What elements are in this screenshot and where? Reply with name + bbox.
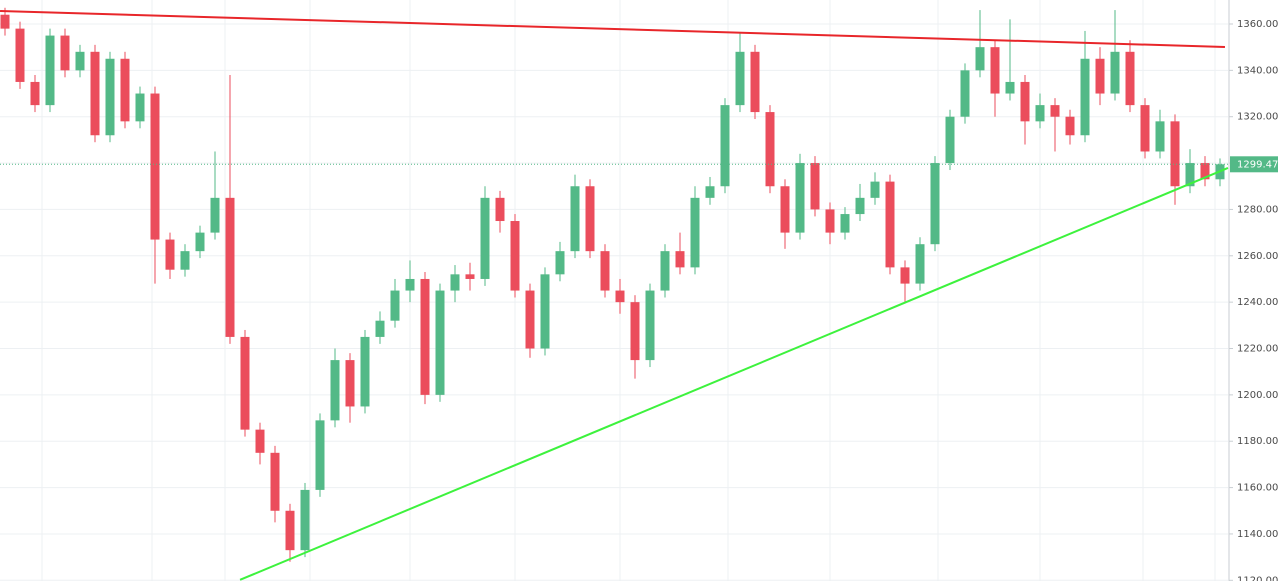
candle-body xyxy=(225,197,235,337)
candle-body xyxy=(855,197,865,215)
candle-body xyxy=(1125,51,1135,106)
candle-body xyxy=(900,267,910,284)
vertical-grid xyxy=(41,0,1216,581)
candle-body xyxy=(270,452,280,511)
candle-body xyxy=(750,51,760,113)
candle-body xyxy=(45,35,55,106)
candle-body xyxy=(240,336,250,430)
candle-body xyxy=(165,239,175,270)
y-tick-label: 1180.00 xyxy=(1237,436,1278,447)
candle-body xyxy=(390,290,400,321)
candle-body xyxy=(135,93,145,122)
candle-body xyxy=(570,186,580,252)
candle-body xyxy=(825,209,835,233)
candle-body xyxy=(975,47,985,71)
candle-body xyxy=(945,116,955,164)
candle-body xyxy=(405,278,415,291)
candle-body xyxy=(300,489,310,551)
candle-body xyxy=(1155,121,1165,152)
candle-body xyxy=(255,429,265,453)
candle-body xyxy=(615,290,625,303)
y-tick-label: 1360.00 xyxy=(1237,19,1278,30)
candle-body xyxy=(720,105,730,187)
candle-body xyxy=(525,290,535,349)
candle-body xyxy=(420,278,430,395)
candle-body xyxy=(810,163,820,210)
trend-line xyxy=(239,167,1229,581)
candle-body xyxy=(75,51,85,71)
candle-body xyxy=(345,360,355,407)
y-tick-label: 1340.00 xyxy=(1237,65,1278,76)
candle-body xyxy=(330,360,340,421)
y-tick-label: 1140.00 xyxy=(1237,529,1278,540)
candle-body xyxy=(15,28,25,82)
candle-body xyxy=(0,14,10,29)
candle-body xyxy=(1005,81,1015,94)
candle-body xyxy=(690,197,700,268)
candle-body xyxy=(285,510,295,551)
candle-body xyxy=(180,251,190,270)
y-tick-label: 1220.00 xyxy=(1237,344,1278,355)
candle-body xyxy=(585,186,595,252)
candle-body xyxy=(60,35,70,71)
candle-body xyxy=(30,81,40,106)
candle-body xyxy=(195,232,205,252)
y-tick-label: 1160.00 xyxy=(1237,483,1278,494)
candle-body xyxy=(210,197,220,233)
candle-body xyxy=(510,221,520,291)
candle-body xyxy=(450,274,460,291)
candle-body xyxy=(660,251,670,291)
candle-body xyxy=(885,181,895,268)
y-tick-label: 1200.00 xyxy=(1237,390,1278,401)
candle-body xyxy=(555,251,565,275)
candle-body xyxy=(495,197,505,222)
candle-body xyxy=(930,163,940,245)
candle-body xyxy=(675,251,685,268)
price-label-box xyxy=(1230,156,1278,173)
candle-body xyxy=(840,214,850,233)
candle-body xyxy=(795,163,805,233)
candle-body xyxy=(1080,58,1090,136)
candle-body xyxy=(705,186,715,198)
candle-body xyxy=(780,186,790,233)
candle-body xyxy=(360,336,370,407)
candle-body xyxy=(435,290,445,395)
candle-body xyxy=(765,112,775,187)
candle-body xyxy=(600,251,610,291)
candle-body xyxy=(90,51,100,136)
candle-body xyxy=(1185,163,1195,187)
y-tick-label: 1320.00 xyxy=(1237,112,1278,123)
y-tick-label: 1120.00 xyxy=(1237,575,1278,581)
price-label: 1299.47 xyxy=(1237,159,1278,170)
candle-body xyxy=(375,320,385,337)
candle-body xyxy=(735,51,745,106)
candle-body xyxy=(1065,116,1075,136)
candle-body xyxy=(480,197,490,279)
candle-body xyxy=(150,93,160,240)
candle-body xyxy=(465,274,475,279)
candle-body xyxy=(1020,81,1030,122)
candle-body xyxy=(120,58,130,122)
candle-body xyxy=(1035,105,1045,122)
candle-body xyxy=(1050,105,1060,117)
trend-line xyxy=(0,10,1225,48)
candle-body xyxy=(645,290,655,361)
candle-body xyxy=(540,274,550,349)
candle-body xyxy=(990,47,1000,94)
candle-body xyxy=(1170,121,1180,187)
candle-body xyxy=(915,244,925,284)
candle-body xyxy=(1200,163,1210,180)
candle-body xyxy=(105,58,115,136)
candle-body xyxy=(630,302,640,361)
candle-body xyxy=(870,181,880,198)
y-tick-label: 1240.00 xyxy=(1237,297,1278,308)
candle-body xyxy=(1110,51,1120,94)
candle-body xyxy=(1095,58,1105,94)
candle-body xyxy=(960,70,970,117)
y-tick-label: 1280.00 xyxy=(1237,204,1278,215)
y-tick-label: 1260.00 xyxy=(1237,251,1278,262)
candle-body xyxy=(315,420,325,490)
candle-body xyxy=(1140,105,1150,152)
